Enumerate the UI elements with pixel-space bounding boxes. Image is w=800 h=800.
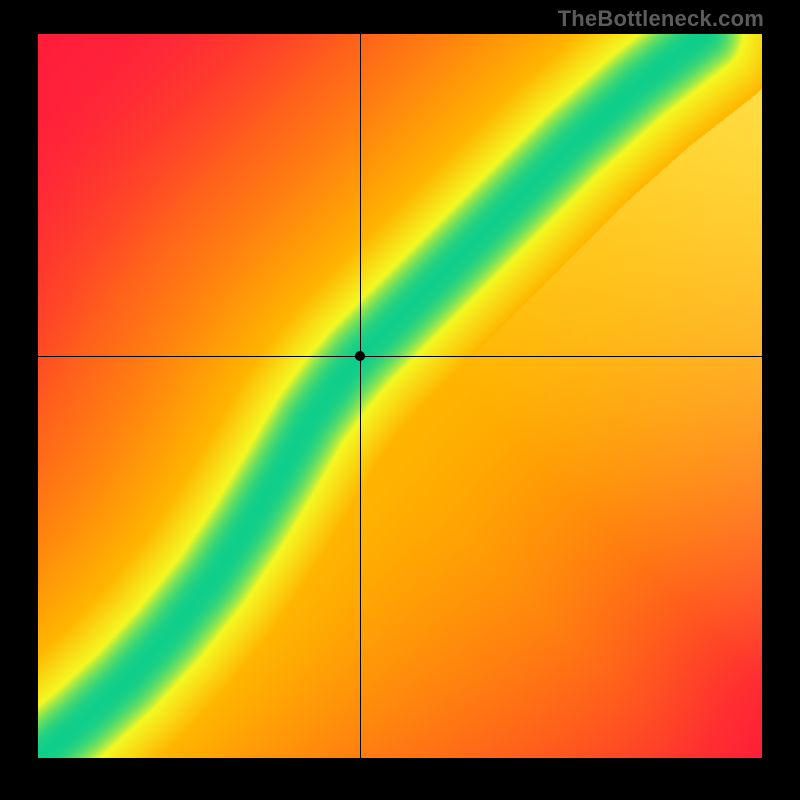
data-point-marker: [355, 351, 365, 361]
watermark-label: TheBottleneck.com: [558, 6, 764, 32]
crosshair-horizontal: [38, 356, 762, 357]
heatmap-canvas: [38, 34, 762, 758]
plot-area: [38, 34, 762, 758]
crosshair-vertical: [360, 34, 361, 758]
chart-container: TheBottleneck.com: [0, 0, 800, 800]
